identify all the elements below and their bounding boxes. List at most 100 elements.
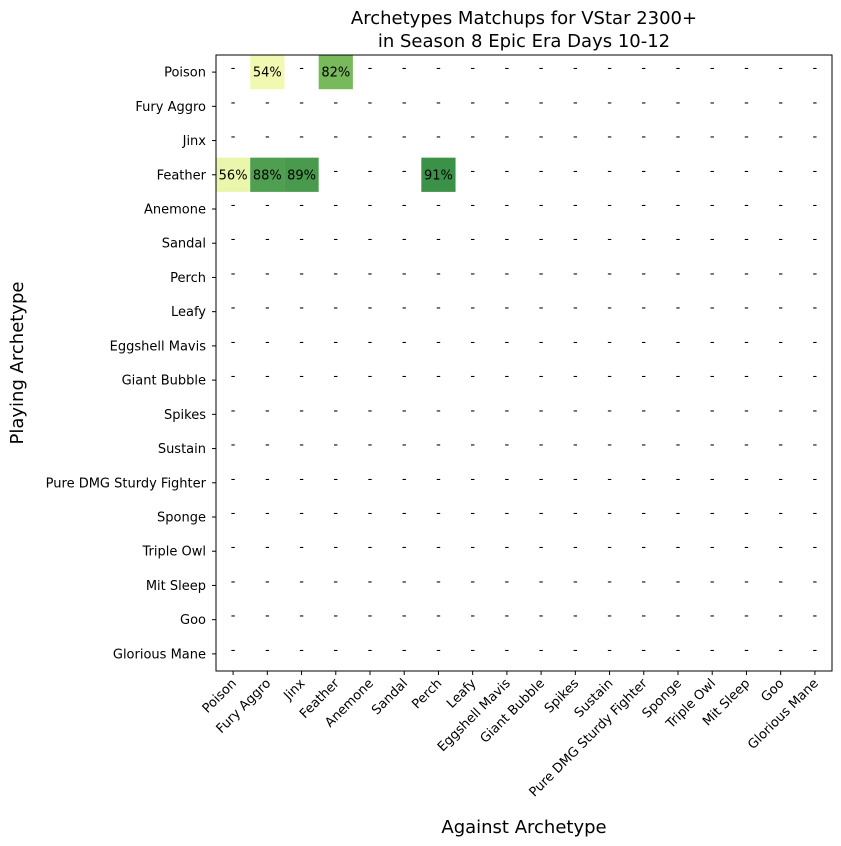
y-tick-label: Feather <box>157 168 207 183</box>
empty-cell-marker: - <box>710 643 715 658</box>
empty-cell-marker: - <box>676 95 681 110</box>
y-axis-ticks: Poison Fury Aggro Jinx Feather Anemone Sandal… <box>46 66 216 662</box>
empty-cell-marker: - <box>436 369 441 384</box>
empty-cell-marker: - <box>231 643 236 658</box>
empty-cell-marker: - <box>676 301 681 316</box>
empty-cell-marker: - <box>607 266 612 281</box>
empty-cell-marker: - <box>607 61 612 76</box>
empty-cell-marker: - <box>813 266 818 281</box>
empty-cell-marker: - <box>778 574 783 589</box>
empty-cell-marker: - <box>470 232 475 247</box>
empty-cell-marker: - <box>368 232 373 247</box>
empty-cell-marker: - <box>813 301 818 316</box>
empty-cell-marker: - <box>231 609 236 624</box>
empty-cell-marker: - <box>710 609 715 624</box>
empty-cell-marker: - <box>470 164 475 179</box>
empty-cell-marker: - <box>539 335 544 350</box>
empty-cell-marker: - <box>299 403 304 418</box>
cell-value-label: 54% <box>253 66 282 81</box>
empty-cell-marker: - <box>676 232 681 247</box>
empty-cell-marker: - <box>505 438 510 453</box>
empty-cell-marker: - <box>607 301 612 316</box>
heatmap-cell <box>250 157 285 192</box>
x-axis-label: Against Archetype <box>441 817 606 838</box>
empty-cell-marker: - <box>368 472 373 487</box>
empty-cell-marker: - <box>778 540 783 555</box>
y-tick-label: Spikes <box>164 408 206 423</box>
empty-cell-marker: - <box>436 403 441 418</box>
empty-cell-marker: - <box>539 369 544 384</box>
empty-cell-marker: - <box>710 130 715 145</box>
empty-cell-marker: - <box>470 643 475 658</box>
y-tick-label: Fury Aggro <box>135 100 206 115</box>
empty-cell-marker: - <box>265 301 270 316</box>
empty-cell-marker: - <box>368 335 373 350</box>
empty-cell-marker: - <box>641 198 646 213</box>
empty-cell-marker: - <box>368 438 373 453</box>
empty-cell-marker: - <box>813 403 818 418</box>
empty-cell-marker: - <box>368 403 373 418</box>
y-tick-label: Goo <box>180 613 206 628</box>
empty-cell-marker: - <box>778 164 783 179</box>
y-tick-label: Perch <box>170 271 206 286</box>
chart-subtitle: in Season 8 Epic Era Days 10-12 <box>378 31 670 52</box>
empty-cell-marker: - <box>231 369 236 384</box>
empty-cell-marker: - <box>813 232 818 247</box>
empty-cell-marker: - <box>778 438 783 453</box>
empty-cell-marker: - <box>710 164 715 179</box>
empty-cell-marker: - <box>539 198 544 213</box>
empty-cell-marker: - <box>778 232 783 247</box>
empty-cell-marker: - <box>710 198 715 213</box>
empty-cell-marker: - <box>265 438 270 453</box>
empty-cell-marker: - <box>573 540 578 555</box>
empty-cell-marker: - <box>539 95 544 110</box>
empty-cell-marker: - <box>470 472 475 487</box>
empty-cell-marker: - <box>607 130 612 145</box>
empty-cell-marker: - <box>368 643 373 658</box>
empty-cell-marker: - <box>641 61 646 76</box>
empty-cell-marker: - <box>402 540 407 555</box>
heatmap-cell <box>421 157 456 192</box>
empty-cell-marker: - <box>641 164 646 179</box>
empty-cell-marker: - <box>402 506 407 521</box>
empty-cell-marker: - <box>470 95 475 110</box>
empty-cell-marker: - <box>265 609 270 624</box>
empty-cell-marker: - <box>333 164 338 179</box>
cell-value-label: 82% <box>321 66 350 81</box>
empty-cell-marker: - <box>470 198 475 213</box>
empty-cell-marker: - <box>607 95 612 110</box>
empty-cell-marker: - <box>505 198 510 213</box>
empty-cell-marker: - <box>778 198 783 213</box>
empty-cell-marker: - <box>778 472 783 487</box>
empty-cell-marker: - <box>265 574 270 589</box>
empty-cell-marker: - <box>778 335 783 350</box>
empty-cell-marker: - <box>402 301 407 316</box>
empty-cell-marker: - <box>744 164 749 179</box>
empty-cell-marker: - <box>573 609 578 624</box>
empty-cell-marker: - <box>470 438 475 453</box>
empty-cell-marker: - <box>778 266 783 281</box>
empty-cell-marker: - <box>333 438 338 453</box>
empty-cell-marker: - <box>470 266 475 281</box>
empty-cell-marker: - <box>265 266 270 281</box>
empty-cell-marker: - <box>539 301 544 316</box>
empty-cell-marker: - <box>676 369 681 384</box>
empty-cell-marker: - <box>470 61 475 76</box>
empty-cell-marker: - <box>573 61 578 76</box>
empty-cell-marker: - <box>813 130 818 145</box>
empty-cell-marker: - <box>231 506 236 521</box>
empty-cell-marker: - <box>231 198 236 213</box>
empty-cell-marker: - <box>333 266 338 281</box>
empty-cell-marker: - <box>402 232 407 247</box>
empty-cell-marker: - <box>539 130 544 145</box>
empty-cell-marker: - <box>813 164 818 179</box>
empty-cell-marker: - <box>436 266 441 281</box>
empty-cell-marker: - <box>231 472 236 487</box>
empty-cell-marker: - <box>676 643 681 658</box>
empty-cell-marker: - <box>231 438 236 453</box>
empty-cell-marker: - <box>299 266 304 281</box>
empty-cell-marker: - <box>607 438 612 453</box>
empty-cell-marker: - <box>368 506 373 521</box>
empty-cell-marker: - <box>470 130 475 145</box>
empty-cell-marker: - <box>641 643 646 658</box>
